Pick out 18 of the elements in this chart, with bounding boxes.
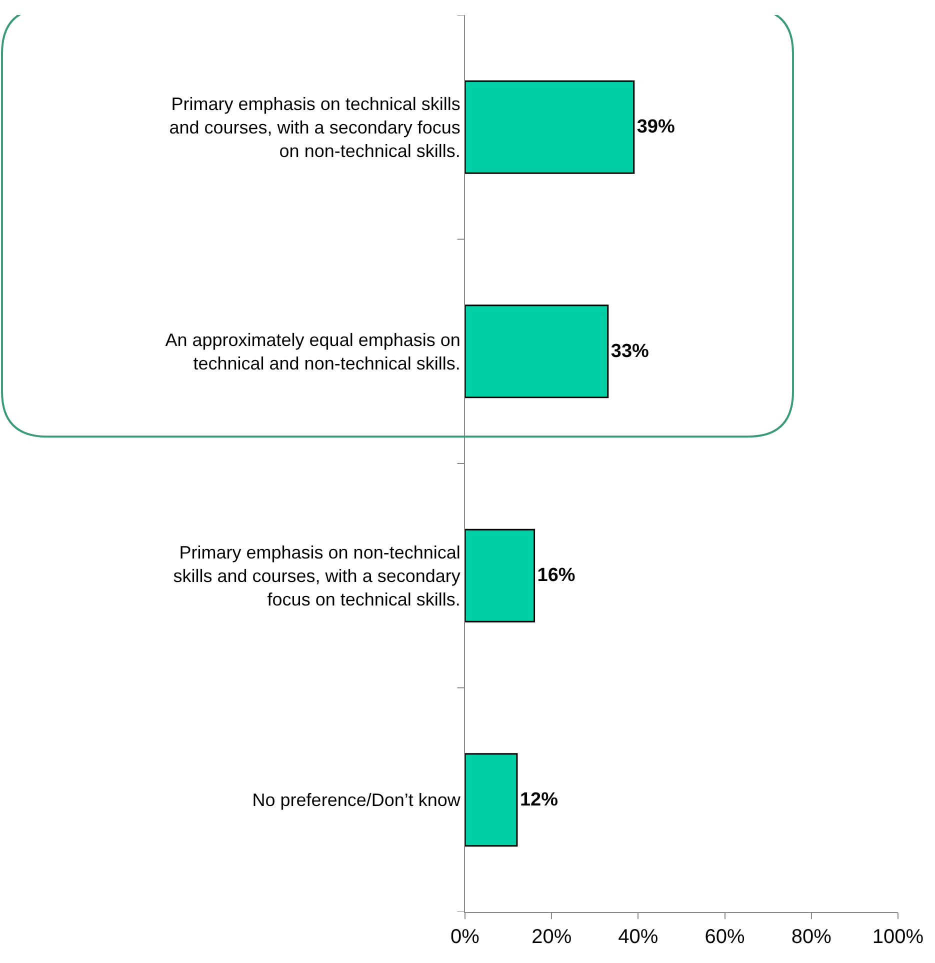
- bar: [465, 304, 609, 398]
- y-tick-label: No preference/Don’t know: [252, 790, 462, 810]
- bar: [465, 753, 518, 847]
- bar: [465, 80, 635, 174]
- x-tick-label: 20%: [532, 926, 572, 948]
- data-label: 16%: [537, 565, 576, 586]
- data-label: 12%: [520, 789, 558, 810]
- x-tick-label: 0%: [450, 926, 480, 948]
- y-tick-label: Primary emphasis on technical skills and courses, with a secondary focus on non-technical skills.: [169, 94, 460, 161]
- y-tick-label: Primary emphasis on non-technical skills and courses, with a secondary focus on technical skills.: [173, 542, 460, 610]
- x-tick-label: 60%: [704, 926, 746, 948]
- x-tick-label: 40%: [618, 926, 658, 948]
- data-label: 39%: [636, 116, 676, 138]
- bar: [465, 528, 536, 622]
- y-tick-label: An approximately equal emphasis on technical and non-technical skills.: [165, 330, 460, 374]
- data-label: 33%: [610, 340, 650, 362]
- x-tick-label: 100%: [872, 926, 924, 948]
- x-tick-label: 80%: [791, 926, 832, 948]
